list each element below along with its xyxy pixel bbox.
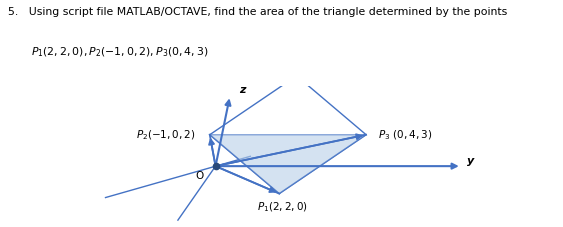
Text: $P_1(2,2,0), P_2(-1,0,2), P_3(0,4,3)$: $P_1(2,2,0), P_2(-1,0,2), P_3(0,4,3)$ <box>31 45 208 59</box>
Text: 5.   Using script file MATLAB/OCTAVE, find the area of the triangle determined b: 5. Using script file MATLAB/OCTAVE, find… <box>8 7 508 17</box>
Text: $P_1(2,2,0)$: $P_1(2,2,0)$ <box>257 200 307 213</box>
Text: O: O <box>196 170 204 180</box>
Text: $P_3\ (0,4,3)$: $P_3\ (0,4,3)$ <box>378 127 432 141</box>
Text: $P_2(-1,0,2)$: $P_2(-1,0,2)$ <box>136 127 195 141</box>
Polygon shape <box>210 135 366 194</box>
Text: y: y <box>467 155 475 165</box>
Text: z: z <box>239 85 245 95</box>
